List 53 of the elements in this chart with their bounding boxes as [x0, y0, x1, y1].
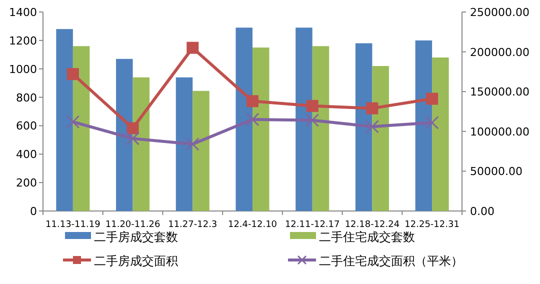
y2-tick-label: 250000.00: [470, 6, 530, 19]
bar: [296, 28, 312, 211]
point: [66, 68, 79, 80]
bar: [132, 77, 150, 211]
point: [306, 100, 318, 112]
bar: [72, 46, 90, 211]
y2-tick-label: 100000.00: [470, 125, 530, 138]
y2-tick-label: 150000.00: [470, 86, 530, 99]
x-tick-label: 11.20-11.26: [105, 220, 160, 230]
x-tick-label: 12.25-12.31: [404, 220, 460, 230]
bar: [192, 90, 210, 211]
y-tick-label: 200: [16, 176, 37, 190]
point: [66, 115, 80, 129]
y-tick-label: 400: [16, 148, 37, 162]
bar: [236, 28, 252, 211]
bar: [415, 40, 432, 211]
point: [426, 92, 438, 105]
point: [306, 114, 320, 128]
point: [366, 102, 378, 114]
bar: [56, 29, 73, 211]
legend-label: 二手房成交面积: [94, 254, 178, 268]
y-tick-label: 1200: [9, 34, 37, 48]
x-tick-label: 12.18-12.24: [344, 220, 400, 230]
y-tick-label: 600: [16, 120, 37, 133]
x-tick-label: 11.13-11.19: [46, 220, 101, 230]
point: [425, 116, 439, 130]
x-tick-label: 12.4-12.10: [228, 220, 278, 230]
y-tick-label: 1400: [9, 6, 37, 19]
point: [186, 42, 199, 54]
bar: [312, 46, 330, 211]
y-tick-label: 800: [16, 91, 37, 104]
y-tick-label: 0: [30, 205, 37, 218]
y2-tick-label: 200000.00: [470, 46, 530, 59]
x-tick-label: 12.11-12.17: [284, 220, 340, 230]
bar: [116, 58, 133, 211]
bar: [252, 48, 270, 211]
bar: [176, 77, 193, 211]
point: [126, 132, 140, 146]
bar: [432, 57, 449, 211]
point: [246, 112, 260, 126]
point: [126, 122, 139, 134]
y2-tick-label: 50000.00: [470, 165, 522, 178]
point: [186, 137, 200, 151]
legend-label: 二手房成交套数: [94, 230, 178, 244]
y2-tick-label: 0.00: [470, 205, 494, 218]
y-tick-label: 1000: [9, 62, 37, 76]
bar: [355, 43, 372, 211]
point: [365, 120, 379, 134]
legend-label: 二手住宅成交套数: [319, 230, 415, 244]
legend-label: 二手住宅成交面积（平米）: [319, 254, 463, 268]
x-tick-label: 11.27-12.3: [168, 220, 218, 230]
point: [246, 95, 258, 108]
bar: [372, 66, 389, 211]
